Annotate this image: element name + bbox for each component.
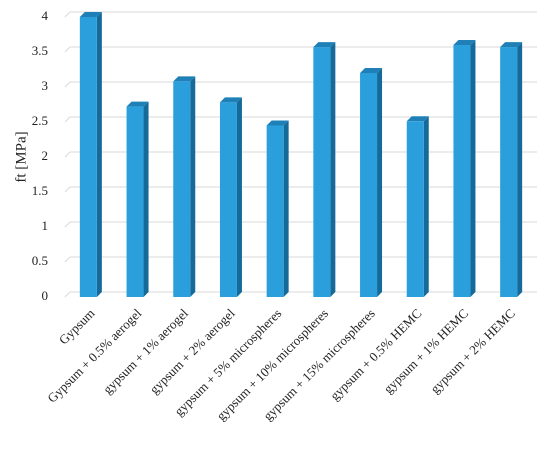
- bar-side: [423, 116, 429, 297]
- bar-top: [313, 42, 336, 48]
- grid-line-depth: [64, 11, 71, 18]
- bar-top: [266, 120, 289, 126]
- bar-side: [236, 97, 242, 298]
- bar-side: [377, 68, 383, 297]
- bar-side: [283, 120, 289, 297]
- grid-line-depth: [64, 81, 71, 88]
- grid-line-depth: [64, 46, 71, 53]
- bar: [453, 45, 471, 297]
- y-tick-label: 2.5: [32, 113, 48, 128]
- bar-top: [79, 12, 102, 17]
- grid-line-depth: [64, 291, 71, 298]
- grid-line-depth: [64, 256, 71, 263]
- bar: [126, 106, 144, 297]
- bar: [79, 17, 97, 297]
- x-tick-label: Gypsum: [56, 306, 98, 348]
- y-tick-label: 2: [42, 148, 49, 163]
- x-tick-label: gypsum + 0.5% HEMC: [327, 306, 425, 404]
- x-tick-label: gypsum + 2% aerogel: [147, 305, 238, 396]
- x-tick-label: gypsum + 2% HEMC: [427, 306, 518, 397]
- x-tick-label: gypsum + 1% HEMC: [381, 306, 472, 397]
- grid-line-depth: [64, 116, 71, 123]
- bar-top: [360, 68, 383, 73]
- bar-side: [96, 12, 102, 297]
- bar: [500, 47, 518, 297]
- bar-top: [126, 101, 149, 107]
- y-tick-label: 0.5: [32, 253, 48, 268]
- bar-top: [406, 116, 429, 122]
- x-tick-label: gypsum + 1% aerogel: [100, 305, 191, 396]
- bar-top: [500, 42, 523, 48]
- bar-side: [190, 76, 196, 298]
- bar: [406, 121, 424, 297]
- y-tick-label: 0: [42, 288, 49, 303]
- y-axis-label: ft [MPa]: [13, 131, 29, 182]
- y-tick-label: 3: [42, 78, 49, 93]
- bar: [266, 125, 284, 297]
- bar-side: [470, 40, 476, 297]
- bar-top: [453, 40, 476, 45]
- grid-line-depth: [64, 151, 71, 158]
- y-tick-label: 1.5: [32, 183, 48, 198]
- y-tick-label: 3.5: [32, 43, 48, 58]
- y-tick-label: 4: [42, 8, 49, 23]
- bar-side: [517, 42, 523, 297]
- bar: [173, 81, 191, 298]
- bar-top: [219, 97, 242, 103]
- grid-line-depth: [64, 186, 71, 193]
- bar: [219, 102, 237, 298]
- bar-side: [330, 42, 336, 297]
- grid-line-depth: [64, 221, 71, 228]
- bar: [313, 47, 331, 297]
- bar: [360, 73, 378, 297]
- y-tick-label: 1: [42, 218, 49, 233]
- bar-side: [143, 101, 149, 297]
- bar-top: [173, 76, 196, 82]
